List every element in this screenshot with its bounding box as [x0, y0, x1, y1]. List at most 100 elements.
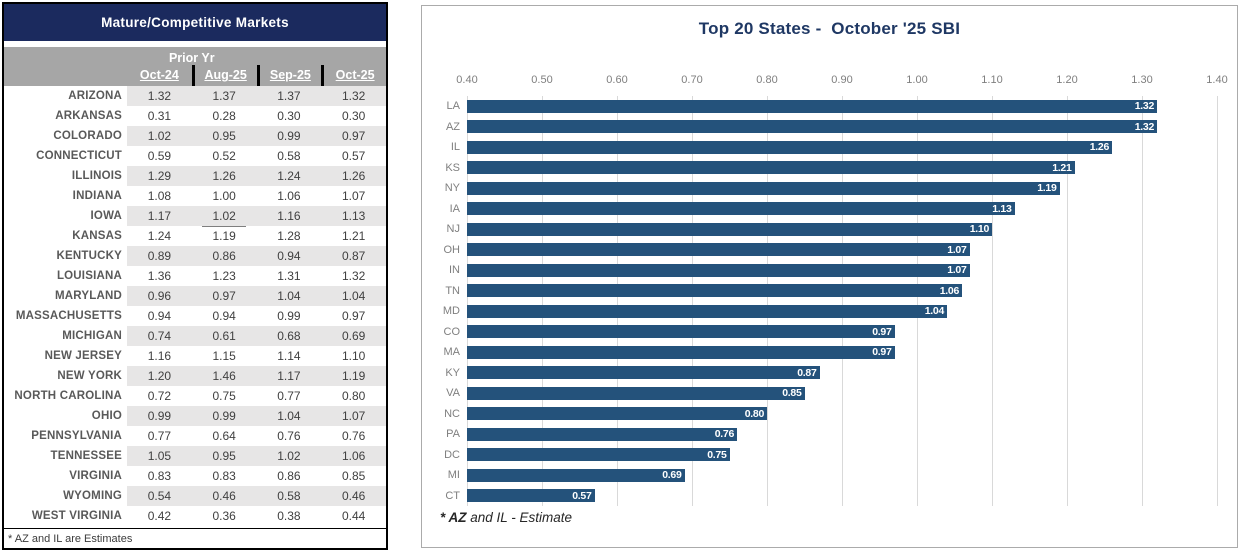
state-name: IOWA: [90, 210, 122, 222]
category-label: NJ: [446, 223, 460, 236]
table-cell: 1.02: [256, 446, 322, 466]
state-name: NEW JERSEY: [44, 350, 122, 362]
table-cell: 1.36: [147, 269, 172, 283]
gridline: [916, 96, 918, 506]
state-name: MICHIGAN: [62, 330, 122, 342]
table-cell: 0.76: [277, 429, 301, 443]
chart-footnote-bold: * AZ: [440, 510, 467, 525]
mature-competitive-markets-table: Mature/Competitive Markets Prior Yr Oct-…: [2, 2, 388, 550]
state-name: PENNSYLVANIA: [31, 430, 122, 442]
prior-yr-label: Prior Yr: [168, 51, 215, 65]
table-cell: 0.61: [191, 326, 257, 346]
bar-ky: 0.87: [467, 366, 820, 380]
bar-row: VA 0.85: [446, 383, 1217, 404]
gridline: [616, 96, 618, 506]
state-name: ARIZONA: [68, 90, 122, 102]
table-cell: 1.15: [212, 349, 236, 363]
table-cell: 0.83: [147, 469, 172, 483]
state-name: TENNESSEE: [50, 450, 122, 462]
table-cell: 0.36: [212, 509, 236, 523]
table-cell: 1.10: [341, 349, 366, 363]
table-cell: 0.95: [191, 446, 257, 466]
gridline: [1216, 96, 1218, 506]
state-name: KENTUCKY: [56, 250, 122, 262]
table-cell: 0.89: [127, 246, 192, 266]
table-cell: 1.26: [191, 166, 257, 186]
bar-az: 1.32: [467, 120, 1157, 134]
table-row: MICHIGAN 0.74 0.61 0.68 0.69: [4, 326, 386, 346]
table-cell: 1.37: [191, 86, 257, 106]
bar-tn: 1.06: [467, 284, 962, 298]
table-cell: 1.04: [256, 286, 322, 306]
state-name: ILLINOIS: [71, 170, 122, 182]
bar-row: DC 0.75: [444, 445, 1217, 466]
category-label: LA: [446, 100, 460, 113]
category-label: KY: [445, 366, 460, 379]
plot-area: LA 1.32 AZ 1.32 IL 1.26 KS 1.21 NY 1.19 IA 1.13 NJ 1.…: [443, 96, 1218, 506]
bar-ct: 0.57: [467, 489, 595, 503]
bar-row: MI 0.69: [448, 465, 1217, 486]
state-name: INDIANA: [72, 190, 122, 202]
category-label: CT: [445, 489, 460, 502]
x-tick-label: 0.50: [531, 74, 553, 86]
table-cell: 0.77: [147, 429, 172, 443]
table-cell: 1.26: [321, 166, 386, 186]
bar-row: NC 0.80: [444, 404, 1217, 425]
table-cell: 0.58: [277, 149, 301, 163]
table-cell: 1.19: [212, 229, 236, 243]
bar-row: OH 1.07: [444, 240, 1217, 261]
table-column-headers: Oct-24 Aug-25 Sep-25 Oct-25: [4, 65, 386, 86]
table-cell: 1.28: [277, 229, 301, 243]
state-name: COLORADO: [53, 130, 122, 142]
state-name: LOUISIANA: [56, 270, 122, 282]
table-row: TENNESSEE 1.05 0.95 1.02 1.06: [4, 446, 386, 466]
table-cell: 0.74: [127, 326, 192, 346]
table-row: LOUISIANA 1.36 1.23 1.31 1.32: [4, 266, 386, 286]
table-cell: 1.46: [191, 366, 257, 386]
table-cell: 1.29: [127, 166, 192, 186]
bar-va: 0.85: [467, 386, 805, 400]
state-name: WEST VIRGINIA: [31, 510, 122, 522]
category-label: IA: [449, 202, 460, 215]
table-cell: 0.69: [321, 326, 386, 346]
table-cell: 1.24: [256, 166, 322, 186]
table-row: VIRGINIA 0.83 0.83 0.86 0.85: [4, 466, 386, 486]
table-cell: 0.64: [212, 429, 236, 443]
table-cell: 1.07: [341, 189, 366, 203]
bar-row: NJ 1.10: [447, 219, 1217, 240]
table-row: KANSAS 1.24 1.19 1.28 1.21: [4, 226, 386, 246]
category-label: IL: [450, 141, 460, 154]
bar-nj: 1.10: [467, 222, 992, 236]
category-label: AZ: [445, 120, 460, 133]
table-cell: 1.04: [256, 406, 322, 426]
table-cell: 0.99: [277, 309, 301, 323]
gridline: [991, 96, 993, 506]
gridline: [766, 96, 768, 506]
x-axis-ticks: 0.40 0.50 0.60 0.70 0.80 0.90 1.00 1.10 1.20 1.30…: [456, 74, 1227, 90]
gridline: [466, 96, 468, 506]
top-20-states-sbi-chart: Top 20 States - October '25 SBI 0.40 0.50…: [421, 5, 1238, 548]
x-tick-label: 0.60: [606, 74, 628, 86]
table-row: NEW JERSEY 1.16 1.15 1.14 1.10: [4, 346, 386, 366]
bar-dc: 0.75: [467, 448, 730, 462]
category-label: IN: [449, 264, 460, 277]
x-tick-label: 0.90: [831, 74, 853, 86]
table-cell: 0.94: [212, 309, 236, 323]
category-label: CO: [443, 325, 461, 338]
bar-mi: 0.69: [467, 468, 685, 482]
table-cell: 1.08: [147, 189, 172, 203]
category-label: KS: [445, 161, 460, 174]
table-cell: 1.31: [277, 269, 301, 283]
state-name: CONNECTICUT: [36, 150, 122, 162]
table-row: NEW YORK 1.20 1.46 1.17 1.19: [4, 366, 386, 386]
table-cell: 1.14: [277, 349, 301, 363]
table-row: CONNECTICUT 0.59 0.52 0.58 0.57: [4, 146, 386, 166]
bar-row: NY 1.19: [445, 178, 1217, 199]
bar-row: AZ 1.32: [446, 117, 1217, 138]
table-row: WYOMING 0.54 0.46 0.58 0.46: [4, 486, 386, 506]
bar-row: KY 0.87: [445, 363, 1217, 384]
state-name: ARKANSAS: [55, 110, 122, 122]
bar-oh: 1.07: [467, 243, 970, 257]
table-rows: ARIZONA 1.32 1.37 1.37 1.32 ARKANSAS 0.31 0.28 0…: [4, 86, 386, 528]
state-name: NEW YORK: [57, 370, 122, 382]
